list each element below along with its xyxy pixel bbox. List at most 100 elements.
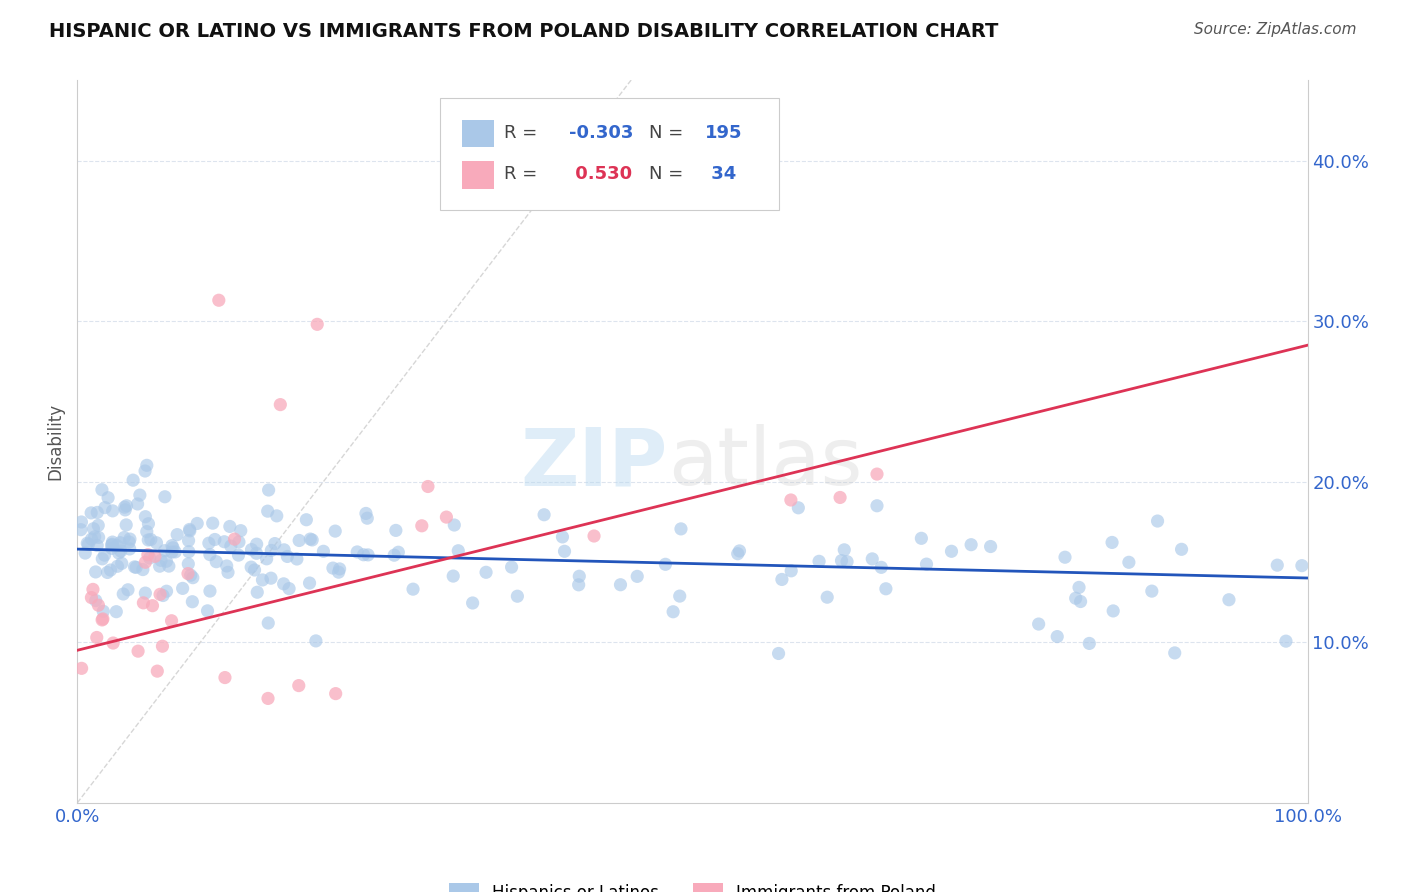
Point <box>356 511 378 525</box>
Point <box>111 557 134 571</box>
Point <box>152 589 174 603</box>
Point <box>214 671 236 685</box>
Point <box>177 557 200 571</box>
Point <box>626 569 648 583</box>
Point <box>114 503 136 517</box>
Point <box>160 614 183 628</box>
Point <box>110 544 132 558</box>
Point <box>118 541 141 556</box>
Point <box>91 613 114 627</box>
Text: 34: 34 <box>704 165 735 183</box>
Point <box>941 544 963 558</box>
Point <box>260 571 283 585</box>
Point <box>568 569 591 583</box>
Point <box>201 516 224 530</box>
Point <box>1275 634 1298 648</box>
Point <box>382 548 405 562</box>
Point <box>780 493 803 508</box>
Point <box>82 582 104 597</box>
Point <box>149 559 172 574</box>
Point <box>180 568 202 582</box>
Point <box>153 543 176 558</box>
Point <box>107 559 129 574</box>
Point <box>160 545 183 559</box>
Point <box>127 497 149 511</box>
Point <box>357 548 380 562</box>
Point <box>84 565 107 579</box>
Point <box>831 554 853 568</box>
Point <box>301 533 323 547</box>
Point <box>269 398 291 412</box>
Point <box>134 555 156 569</box>
FancyBboxPatch shape <box>463 120 495 147</box>
Point <box>669 522 692 536</box>
Point <box>181 571 204 585</box>
Point <box>385 524 408 538</box>
Point <box>91 612 114 626</box>
Point <box>980 540 1002 554</box>
Point <box>215 558 238 573</box>
FancyBboxPatch shape <box>440 98 779 211</box>
Point <box>402 582 425 596</box>
Point <box>256 504 278 518</box>
Point <box>1118 555 1140 569</box>
Point <box>583 529 606 543</box>
Point <box>132 563 155 577</box>
Point <box>387 545 409 559</box>
Point <box>299 532 322 546</box>
Point <box>298 576 321 591</box>
Point <box>153 490 176 504</box>
Point <box>668 589 690 603</box>
Point <box>218 519 240 533</box>
Point <box>835 555 858 569</box>
Text: N =: N = <box>650 124 689 142</box>
Point <box>312 544 335 558</box>
Point <box>808 554 831 568</box>
Point <box>870 560 893 574</box>
Point <box>768 647 790 661</box>
Point <box>90 483 114 497</box>
Point <box>115 517 138 532</box>
Point <box>257 483 280 497</box>
Point <box>551 530 574 544</box>
Text: R =: R = <box>505 165 543 183</box>
Point <box>288 679 311 693</box>
Point <box>135 458 157 473</box>
Point <box>307 318 329 332</box>
Text: HISPANIC OR LATINO VS IMMIGRANTS FROM POLAND DISABILITY CORRELATION CHART: HISPANIC OR LATINO VS IMMIGRANTS FROM PO… <box>49 22 998 41</box>
Text: atlas: atlas <box>668 425 862 502</box>
Point <box>240 542 263 557</box>
Text: ZIP: ZIP <box>520 425 668 502</box>
Point <box>134 509 156 524</box>
Point <box>165 545 187 559</box>
Point <box>181 595 204 609</box>
Point <box>80 532 103 546</box>
Point <box>328 565 350 579</box>
Point <box>82 522 104 536</box>
Point <box>134 586 156 600</box>
Point <box>117 582 139 597</box>
Point <box>80 506 103 520</box>
Point <box>443 518 465 533</box>
Point <box>198 548 221 562</box>
Point <box>278 582 301 596</box>
Point <box>100 563 122 577</box>
Point <box>93 548 115 562</box>
Point <box>815 591 838 605</box>
Point <box>96 566 118 580</box>
Point <box>128 488 150 502</box>
Point <box>136 533 159 547</box>
Point <box>94 500 117 515</box>
Y-axis label: Disability: Disability <box>46 403 65 480</box>
Point <box>84 593 107 607</box>
Point <box>127 644 149 658</box>
Point <box>245 546 267 560</box>
Point <box>533 508 555 522</box>
Point <box>416 479 439 493</box>
Point <box>70 515 93 529</box>
Point <box>728 544 751 558</box>
Point <box>157 559 180 574</box>
Point <box>101 535 124 549</box>
Point <box>568 578 591 592</box>
Point <box>240 560 263 574</box>
